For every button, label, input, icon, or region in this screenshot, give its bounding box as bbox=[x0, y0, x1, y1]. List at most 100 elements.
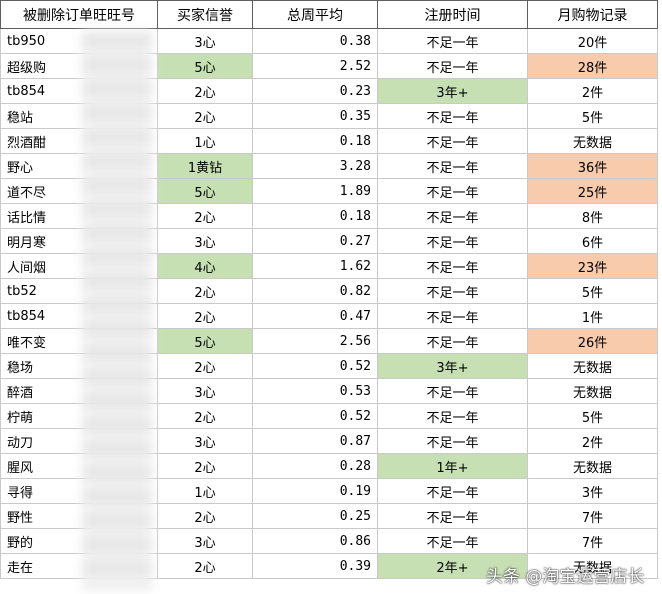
cell-monthly-purchases[interactable]: 28件 bbox=[527, 53, 658, 79]
cell-reputation[interactable]: 5心 bbox=[157, 328, 253, 354]
cell-reputation[interactable]: 3心 bbox=[157, 228, 253, 254]
cell-weekly-average[interactable]: 0.52 bbox=[252, 353, 378, 379]
cell-monthly-purchases[interactable]: 3件 bbox=[527, 478, 658, 504]
cell-monthly-purchases[interactable]: 7件 bbox=[527, 528, 658, 554]
cell-weekly-average[interactable]: 0.87 bbox=[252, 428, 378, 454]
cell-reputation[interactable]: 2心 bbox=[157, 553, 253, 579]
cell-weekly-average[interactable]: 3.28 bbox=[252, 153, 378, 179]
cell-monthly-purchases[interactable]: 25件 bbox=[527, 178, 658, 204]
cell-registration[interactable]: 不足一年 bbox=[377, 203, 528, 229]
cell-registration[interactable]: 不足一年 bbox=[377, 303, 528, 329]
cell-registration[interactable]: 不足一年 bbox=[377, 178, 528, 204]
cell-weekly-average[interactable]: 0.82 bbox=[252, 278, 378, 304]
cell-weekly-average[interactable]: 0.25 bbox=[252, 503, 378, 529]
header-cell-wangwang[interactable]: 被删除订单旺旺号 bbox=[0, 0, 158, 29]
cell-registration[interactable]: 不足一年 bbox=[377, 378, 528, 404]
cell-monthly-purchases[interactable]: 6件 bbox=[527, 228, 658, 254]
cell-reputation[interactable]: 2心 bbox=[157, 103, 253, 129]
cell-weekly-average[interactable]: 0.28 bbox=[252, 453, 378, 479]
cell-weekly-average[interactable]: 0.86 bbox=[252, 528, 378, 554]
cell-weekly-average[interactable]: 0.39 bbox=[252, 553, 378, 579]
cell-registration[interactable]: 不足一年 bbox=[377, 103, 528, 129]
cell-weekly-average[interactable]: 0.27 bbox=[252, 228, 378, 254]
cell-registration[interactable]: 不足一年 bbox=[377, 503, 528, 529]
cell-reputation[interactable]: 2心 bbox=[157, 353, 253, 379]
header-cell-registration[interactable]: 注册时间 bbox=[377, 0, 528, 29]
table-row: 寻得 1心 0.19 不足一年 3件 bbox=[0, 478, 658, 504]
cell-weekly-average[interactable]: 0.52 bbox=[252, 403, 378, 429]
cell-monthly-purchases[interactable]: 23件 bbox=[527, 253, 658, 279]
cell-reputation[interactable]: 4心 bbox=[157, 253, 253, 279]
table-row: 腥风 2心 0.28 1年+ 无数据 bbox=[0, 453, 658, 479]
cell-registration[interactable]: 不足一年 bbox=[377, 478, 528, 504]
cell-monthly-purchases[interactable]: 7件 bbox=[527, 503, 658, 529]
cell-registration[interactable]: 不足一年 bbox=[377, 228, 528, 254]
cell-registration[interactable]: 不足一年 bbox=[377, 328, 528, 354]
cell-registration[interactable]: 3年+ bbox=[377, 78, 528, 104]
cell-monthly-purchases[interactable]: 36件 bbox=[527, 153, 658, 179]
cell-registration[interactable]: 不足一年 bbox=[377, 128, 528, 154]
cell-reputation[interactable]: 2心 bbox=[157, 203, 253, 229]
cell-monthly-purchases[interactable]: 无数据 bbox=[527, 353, 658, 379]
cell-weekly-average[interactable]: 0.18 bbox=[252, 128, 378, 154]
table-row: 唯不变 5心 2.56 不足一年 26件 bbox=[0, 328, 658, 354]
cell-registration[interactable]: 不足一年 bbox=[377, 428, 528, 454]
cell-reputation[interactable]: 1心 bbox=[157, 128, 253, 154]
cell-weekly-average[interactable]: 0.47 bbox=[252, 303, 378, 329]
cell-monthly-purchases[interactable]: 无数据 bbox=[527, 128, 658, 154]
header-row: 被删除订单旺旺号 买家信誉 总周平均 注册时间 月购物记录 bbox=[0, 0, 658, 29]
cell-weekly-average[interactable]: 2.56 bbox=[252, 328, 378, 354]
cell-monthly-purchases[interactable]: 无数据 bbox=[527, 553, 658, 579]
table-row: 人间烟 4心 1.62 不足一年 23件 bbox=[0, 253, 658, 279]
cell-registration[interactable]: 不足一年 bbox=[377, 278, 528, 304]
cell-weekly-average[interactable]: 0.53 bbox=[252, 378, 378, 404]
cell-reputation[interactable]: 3心 bbox=[157, 528, 253, 554]
cell-registration[interactable]: 不足一年 bbox=[377, 28, 528, 54]
cell-registration[interactable]: 1年+ bbox=[377, 453, 528, 479]
cell-reputation[interactable]: 2心 bbox=[157, 78, 253, 104]
cell-registration[interactable]: 不足一年 bbox=[377, 153, 528, 179]
cell-registration[interactable]: 不足一年 bbox=[377, 403, 528, 429]
cell-registration[interactable]: 2年+ bbox=[377, 553, 528, 579]
header-cell-monthly-purchases[interactable]: 月购物记录 bbox=[527, 0, 658, 29]
cell-reputation[interactable]: 2心 bbox=[157, 303, 253, 329]
cell-registration[interactable]: 不足一年 bbox=[377, 253, 528, 279]
cell-monthly-purchases[interactable]: 20件 bbox=[527, 28, 658, 54]
cell-reputation[interactable]: 1黄钻 bbox=[157, 153, 253, 179]
table-row: 走在 2心 0.39 2年+ 无数据 bbox=[0, 553, 658, 579]
cell-reputation[interactable]: 5心 bbox=[157, 53, 253, 79]
cell-reputation[interactable]: 2心 bbox=[157, 278, 253, 304]
cell-registration[interactable]: 不足一年 bbox=[377, 528, 528, 554]
cell-reputation[interactable]: 2心 bbox=[157, 453, 253, 479]
watermark: 头条 @淘宝运营店长 bbox=[486, 562, 644, 587]
cell-reputation[interactable]: 2心 bbox=[157, 403, 253, 429]
cell-weekly-average[interactable]: 0.18 bbox=[252, 203, 378, 229]
cell-reputation[interactable]: 3心 bbox=[157, 428, 253, 454]
cell-registration[interactable]: 3年+ bbox=[377, 353, 528, 379]
cell-reputation[interactable]: 1心 bbox=[157, 478, 253, 504]
cell-monthly-purchases[interactable]: 无数据 bbox=[527, 453, 658, 479]
cell-reputation[interactable]: 3心 bbox=[157, 28, 253, 54]
cell-monthly-purchases[interactable]: 1件 bbox=[527, 303, 658, 329]
cell-weekly-average[interactable]: 0.23 bbox=[252, 78, 378, 104]
cell-registration[interactable]: 不足一年 bbox=[377, 53, 528, 79]
cell-monthly-purchases[interactable]: 8件 bbox=[527, 203, 658, 229]
cell-reputation[interactable]: 2心 bbox=[157, 503, 253, 529]
header-cell-weekly-average[interactable]: 总周平均 bbox=[252, 0, 378, 29]
cell-monthly-purchases[interactable]: 26件 bbox=[527, 328, 658, 354]
cell-weekly-average[interactable]: 2.52 bbox=[252, 53, 378, 79]
cell-weekly-average[interactable]: 0.19 bbox=[252, 478, 378, 504]
cell-weekly-average[interactable]: 1.62 bbox=[252, 253, 378, 279]
cell-monthly-purchases[interactable]: 2件 bbox=[527, 428, 658, 454]
cell-reputation[interactable]: 3心 bbox=[157, 378, 253, 404]
cell-monthly-purchases[interactable]: 5件 bbox=[527, 103, 658, 129]
cell-monthly-purchases[interactable]: 5件 bbox=[527, 278, 658, 304]
cell-monthly-purchases[interactable]: 2件 bbox=[527, 78, 658, 104]
cell-monthly-purchases[interactable]: 5件 bbox=[527, 403, 658, 429]
cell-reputation[interactable]: 5心 bbox=[157, 178, 253, 204]
cell-weekly-average[interactable]: 0.35 bbox=[252, 103, 378, 129]
cell-weekly-average[interactable]: 0.38 bbox=[252, 28, 378, 54]
header-cell-reputation[interactable]: 买家信誉 bbox=[157, 0, 253, 29]
cell-monthly-purchases[interactable]: 无数据 bbox=[527, 378, 658, 404]
cell-weekly-average[interactable]: 1.89 bbox=[252, 178, 378, 204]
